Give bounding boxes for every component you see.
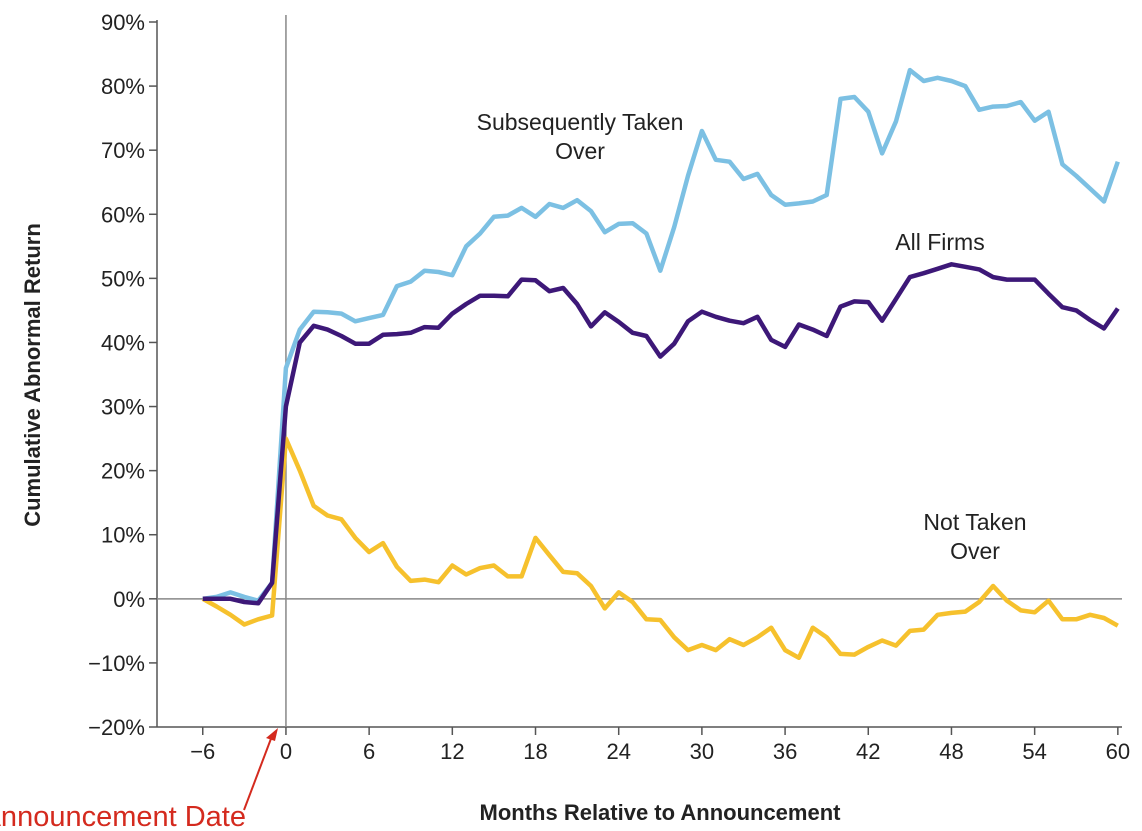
y-tick-label: 70% bbox=[101, 138, 145, 163]
series-label: Subsequently Taken Over bbox=[476, 109, 684, 164]
y-tick-label: 50% bbox=[101, 266, 145, 291]
y-tick-label: −10% bbox=[88, 651, 145, 676]
x-tick-label: 42 bbox=[856, 739, 880, 764]
x-tick-label: −6 bbox=[190, 739, 215, 764]
y-axis-title: Cumulative Abnormal Return bbox=[20, 223, 45, 527]
series-line bbox=[202, 262, 1120, 606]
x-tick-label: 30 bbox=[690, 739, 714, 764]
series-line bbox=[202, 67, 1120, 603]
x-tick-label: 48 bbox=[939, 739, 963, 764]
x-tick-label: 60 bbox=[1106, 739, 1130, 764]
x-tick-label: 18 bbox=[523, 739, 547, 764]
x-tick-label: 12 bbox=[440, 739, 464, 764]
y-tick-label: 90% bbox=[101, 10, 145, 35]
y-tick-label: 0% bbox=[113, 587, 145, 612]
annotation: Announcement Date bbox=[0, 801, 246, 831]
y-tick-label: 40% bbox=[101, 330, 145, 355]
series-label: All Firms bbox=[895, 229, 985, 255]
y-tick-label: 80% bbox=[101, 74, 145, 99]
y-tick-label: 60% bbox=[101, 202, 145, 227]
x-tick-label: 54 bbox=[1022, 739, 1046, 764]
annotation-arrow bbox=[243, 735, 273, 811]
y-tick-label: 20% bbox=[101, 459, 145, 484]
y-tick-label: 10% bbox=[101, 523, 145, 548]
x-tick-label: 36 bbox=[773, 739, 797, 764]
y-tick-label: −20% bbox=[88, 715, 145, 740]
x-tick-label: 6 bbox=[363, 739, 375, 764]
x-tick-label: 24 bbox=[606, 739, 630, 764]
series-label: Not Taken Over bbox=[923, 509, 1027, 564]
y-tick-label: 30% bbox=[101, 395, 145, 420]
x-axis-title: Months Relative to Announcement bbox=[480, 800, 842, 825]
annotation-arrowhead bbox=[266, 728, 278, 741]
x-tick-label: 0 bbox=[280, 739, 292, 764]
series-line bbox=[201, 436, 1119, 661]
